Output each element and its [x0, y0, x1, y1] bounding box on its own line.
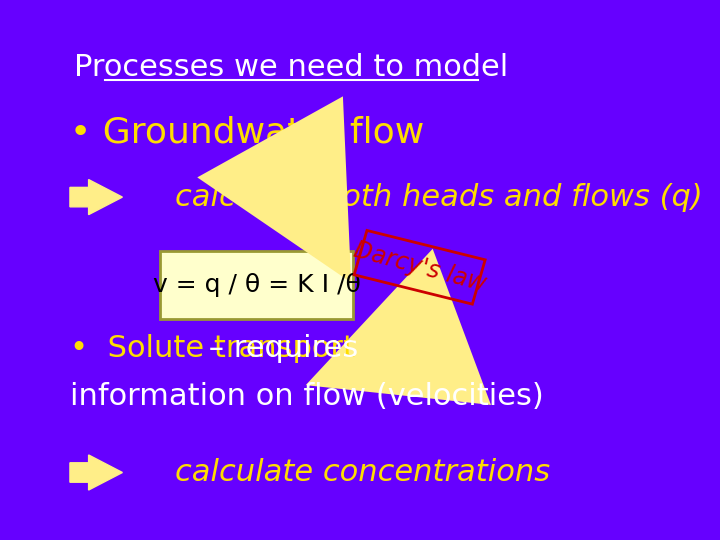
Text: • Groundwater flow: • Groundwater flow: [70, 116, 424, 149]
Text: v = q / θ = K I /θ: v = q / θ = K I /θ: [153, 273, 361, 297]
Text: Darcy's law: Darcy's law: [351, 238, 489, 296]
FancyBboxPatch shape: [161, 251, 353, 319]
FancyArrow shape: [70, 179, 122, 214]
Text: information on flow (velocities): information on flow (velocities): [70, 382, 544, 411]
FancyArrow shape: [70, 455, 122, 490]
Text: calculate concentrations: calculate concentrations: [175, 458, 550, 487]
Text: •  Solute transport: • Solute transport: [70, 334, 355, 363]
Text: Processes we need to model: Processes we need to model: [74, 53, 508, 82]
Text: – requires: – requires: [199, 334, 359, 363]
Text: calculate both heads and flows (q): calculate both heads and flows (q): [175, 183, 703, 212]
